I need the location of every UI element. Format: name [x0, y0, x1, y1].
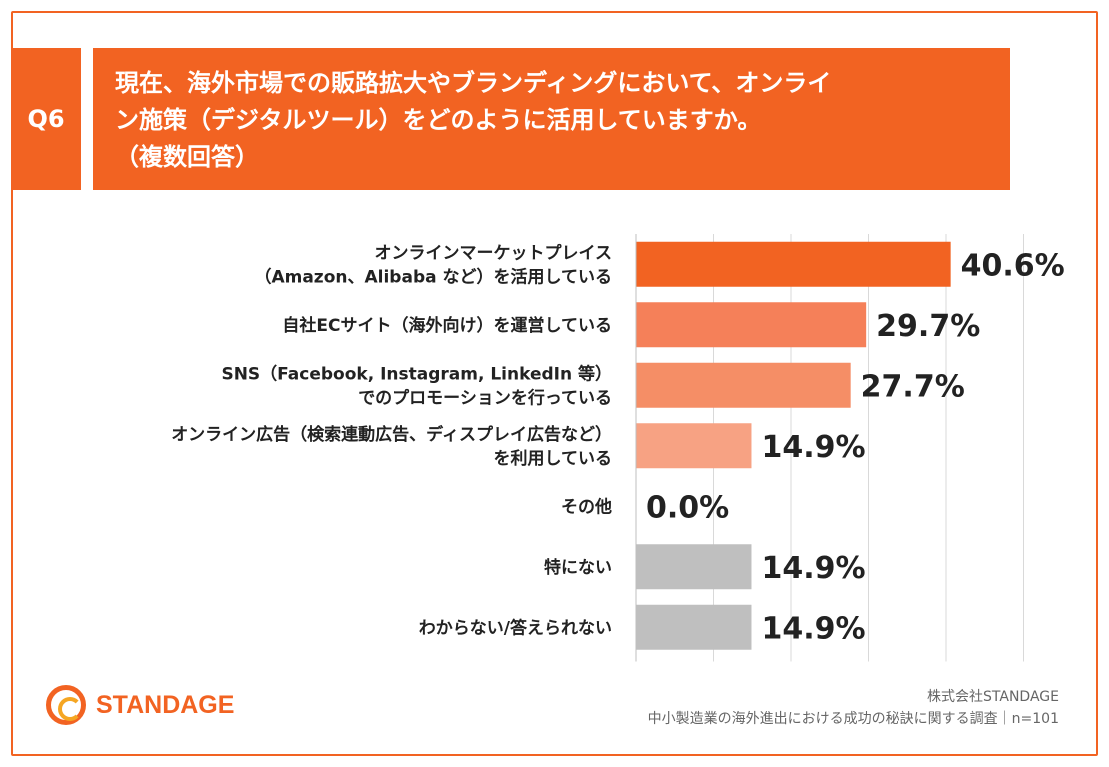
bar	[636, 362, 851, 408]
category-label: を利用している	[494, 448, 613, 469]
category-label: その他	[561, 496, 612, 517]
question-title-line-3: （複数回答）	[115, 143, 259, 171]
footer: 株式会社STANDAGE 中小製造業の海外進出における成功の秘訣に関する調査｜n…	[648, 686, 1059, 730]
category-label: オンラインマーケットプレイス	[375, 242, 613, 263]
category-label: わからない/答えられない	[419, 617, 612, 638]
value-label: 40.6%	[961, 248, 1065, 283]
question-title: 現在、海外市場での販路拡大やブランディングにおいて、オンライ ン施策（デジタルツ…	[93, 48, 1010, 190]
category-label: オンライン広告（検索連動広告、ディスプレイ広告など）	[171, 424, 612, 445]
page-frame	[11, 11, 1098, 756]
value-label: 27.7%	[861, 369, 965, 404]
category-label: 特にない	[544, 557, 612, 578]
bar	[636, 544, 752, 590]
question-number: Q6	[11, 48, 81, 190]
value-label: 29.7%	[876, 309, 980, 344]
value-label: 0.0%	[646, 490, 729, 525]
value-label: 14.9%	[761, 430, 865, 465]
bar	[636, 423, 752, 469]
question-title-line-2: ン施策（デジタルツール）をどのように活用していますか。	[115, 106, 762, 134]
footer-company: 株式会社STANDAGE	[927, 689, 1059, 705]
logo-text: STANDAGE	[96, 690, 235, 719]
bar	[636, 302, 867, 348]
footer-survey: 中小製造業の海外進出における成功の秘訣に関する調査｜n=101	[647, 711, 1059, 727]
value-label: 14.9%	[761, 551, 865, 586]
value-label: 14.9%	[761, 611, 865, 646]
category-label: SNS（Facebook, Instagram, LinkedIn 等）	[221, 363, 612, 384]
category-label: （Amazon、Alibaba など）を活用している	[254, 266, 612, 287]
question-title-line-1: 現在、海外市場での販路拡大やブランディングにおいて、オンライ	[115, 69, 832, 97]
logo-mark-icon	[46, 685, 86, 725]
standage-logo: STANDAGE	[46, 685, 234, 725]
bar	[636, 604, 752, 650]
category-label: 自社ECサイト（海外向け）を運営している	[282, 315, 612, 336]
category-label: でのプロモーションを行っている	[358, 387, 612, 408]
bar	[636, 241, 951, 287]
